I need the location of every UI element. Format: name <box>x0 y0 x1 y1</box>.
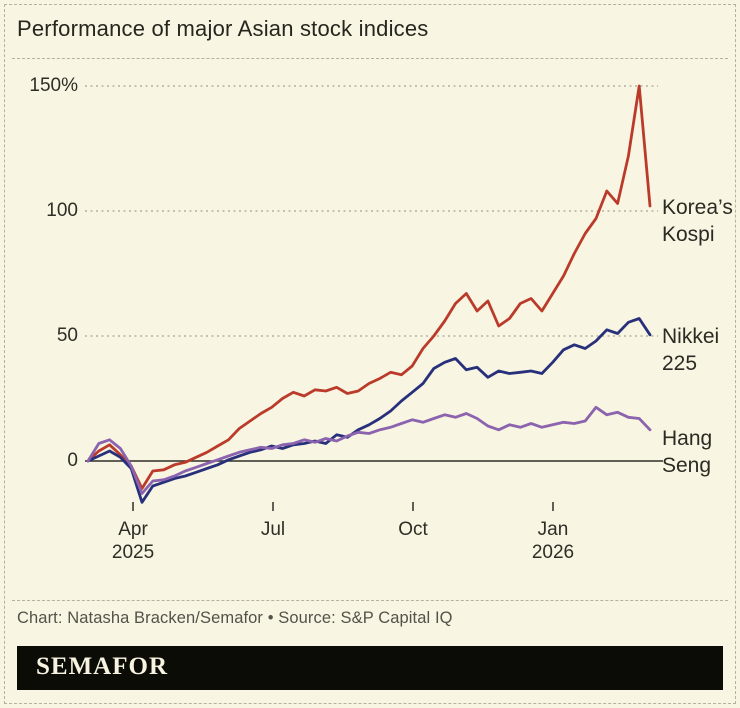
x-tick-month-label: Jan <box>537 519 569 540</box>
kospi-line <box>86 84 652 490</box>
y-axis-label-0: 0 <box>67 450 78 471</box>
x-axis-label-oct: Oct <box>398 518 428 541</box>
semafor-logo: SEMAFOR <box>36 653 168 680</box>
x-tick-year-label: 2025 <box>111 542 155 563</box>
nikkei-line <box>86 317 652 504</box>
x-axis-label-jul: Jul <box>261 518 285 541</box>
series-label-line: Seng <box>662 454 712 477</box>
series-label-line: 225 <box>662 352 698 375</box>
series-label-nikkei: Nikkei 225 <box>662 323 719 377</box>
hang-seng-line <box>86 405 652 495</box>
series-label-line: Hang <box>662 427 713 450</box>
x-tick-month-label: Apr <box>118 519 148 540</box>
y-axis-label-100: 100 <box>46 200 78 221</box>
x-tick-month-label: Oct <box>398 519 428 540</box>
footer-separator <box>12 600 728 601</box>
y-axis-label-150: 150% <box>29 75 78 96</box>
semafor-logo-bar: SEMAFOR <box>17 646 723 690</box>
series-label-line: Nikkei <box>662 325 720 348</box>
x-axis-label-apr-2025: Apr 2025 <box>112 518 154 564</box>
title-separator <box>12 58 728 59</box>
series-label-kospi: Korea’s Kospi <box>662 194 733 248</box>
x-axis-label-jan-2026: Jan 2026 <box>532 518 574 564</box>
y-axis-label-50: 50 <box>56 325 78 346</box>
series-label-hang-seng: Hang Seng <box>662 425 712 479</box>
credit-line: Chart: Natasha Bracken/Semafor • Source:… <box>17 609 453 627</box>
x-tick-month-label: Jul <box>260 519 286 540</box>
page-title: Performance of major Asian stock indices <box>17 16 429 41</box>
series-label-line: Kospi <box>662 223 715 246</box>
series-label-line: Korea’s <box>662 196 733 219</box>
x-tick-year-label: 2026 <box>531 542 575 563</box>
